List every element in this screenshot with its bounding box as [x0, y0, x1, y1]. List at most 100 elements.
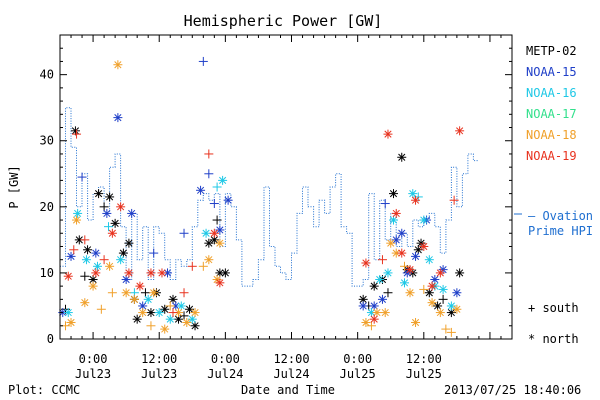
data-point-noaa-19-north	[435, 268, 445, 278]
data-point-noaa-19-south	[80, 235, 90, 245]
data-point-noaa-16-north	[388, 215, 398, 225]
data-point-noaa-18-south	[441, 324, 451, 334]
data-point-noaa-19-north	[135, 281, 145, 291]
data-point-noaa-16-north	[187, 314, 197, 324]
data-point-noaa-18-north	[372, 308, 382, 318]
data-point-noaa-16-north	[92, 261, 102, 271]
legend-north: * north	[528, 332, 579, 346]
data-point-noaa-15-north	[102, 208, 112, 218]
data-point-noaa-18-north	[435, 308, 445, 318]
data-point-noaa-15-north	[127, 208, 137, 218]
data-point-noaa-18-south	[446, 327, 456, 337]
data-point-noaa-15-north	[369, 301, 379, 311]
data-point-noaa-19-north	[215, 278, 225, 288]
data-point-noaa-15-north	[162, 268, 172, 278]
data-point-noaa-16-north	[73, 208, 83, 218]
data-point-metp-02-north	[83, 245, 93, 255]
data-point-noaa-16-north	[383, 268, 393, 278]
data-point-noaa-18-south	[165, 301, 175, 311]
data-point-noaa-18-north	[361, 317, 371, 327]
data-point-noaa-18-south	[107, 288, 117, 298]
satellite-points-layer	[58, 56, 465, 337]
data-point-noaa-15-north	[196, 185, 206, 195]
data-point-noaa-18-north	[386, 238, 396, 248]
data-point-noaa-18-south	[419, 284, 429, 294]
x-tick-date-label: Jul24	[207, 367, 243, 381]
data-point-noaa-18-north	[405, 288, 415, 298]
data-point-metp-02-south	[179, 311, 189, 321]
data-point-noaa-18-north	[105, 261, 115, 271]
ovation-hpi-line	[60, 107, 479, 287]
chart-title: Hemispheric Power [GW]	[184, 12, 383, 30]
plot-frame	[59, 34, 513, 340]
data-point-noaa-18-north	[380, 308, 390, 318]
data-point-noaa-16-south	[104, 222, 114, 232]
data-point-noaa-19-north	[146, 268, 156, 278]
data-point-metp-02-north	[397, 152, 407, 162]
data-point-noaa-16-north	[165, 314, 175, 324]
y-tick-label: 10	[40, 266, 54, 280]
data-point-noaa-18-north	[204, 255, 214, 265]
data-point-noaa-16-north	[408, 189, 418, 199]
data-point-metp-02-south	[438, 294, 448, 304]
data-point-noaa-16-north	[81, 255, 91, 265]
legend-entry-noaa-19: NOAA-19	[526, 149, 577, 163]
x-tick-time-label: 12:00	[406, 352, 442, 366]
data-point-noaa-15-north	[377, 294, 387, 304]
data-point-metp-02-south	[80, 271, 90, 281]
x-axis-ticks: 0:00Jul2312:00Jul230:00Jul2412:00Jul240:…	[59, 35, 513, 381]
data-point-noaa-19-north	[91, 268, 101, 278]
data-point-metp-02-north	[185, 304, 195, 314]
data-point-noaa-18-north	[129, 294, 139, 304]
data-point-noaa-19-north	[107, 228, 117, 238]
data-point-noaa-15-north	[113, 113, 123, 123]
data-point-noaa-15-south	[209, 199, 219, 209]
x-tick-date-label: Jul25	[340, 367, 376, 381]
data-point-noaa-18-north	[427, 298, 437, 308]
data-point-noaa-16-north	[438, 284, 448, 294]
data-point-noaa-15-south	[204, 169, 214, 179]
plot-timestamp: 2013/07/25 18:40:06	[444, 383, 581, 397]
y-axis-ticks: 0 10 20 30 40	[40, 34, 512, 346]
data-point-noaa-15-south	[179, 228, 189, 238]
data-point-noaa-19-north	[383, 129, 393, 139]
data-point-noaa-18-north	[190, 308, 200, 318]
x-tick-date-label: Jul23	[141, 367, 177, 381]
data-point-noaa-19-south	[72, 129, 82, 139]
data-point-noaa-15-north	[91, 248, 101, 258]
data-point-metp-02-north	[132, 314, 142, 324]
data-point-noaa-15-north	[391, 235, 401, 245]
data-point-noaa-19-south	[179, 288, 189, 298]
data-point-noaa-19-south	[69, 245, 79, 255]
data-point-noaa-18-north	[452, 304, 462, 314]
x-axis-label: Date and Time	[241, 383, 335, 397]
x-tick-time-label: 12:00	[141, 352, 177, 366]
data-point-noaa-15-north	[223, 195, 233, 205]
legend-south: + south	[528, 301, 579, 315]
data-point-noaa-15-south	[380, 199, 390, 209]
data-point-noaa-16-north	[201, 228, 211, 238]
data-point-noaa-19-north	[209, 228, 219, 238]
x-tick-date-label: Jul24	[273, 367, 309, 381]
data-point-noaa-16-north	[375, 275, 385, 285]
legend-entry-noaa-15: NOAA-15	[526, 65, 577, 79]
x-tick-date-label: Jul25	[406, 367, 442, 381]
data-point-noaa-18-north	[215, 238, 225, 248]
data-point-noaa-16-north	[424, 255, 434, 265]
data-point-noaa-19-north	[391, 208, 401, 218]
data-point-noaa-18-north	[411, 317, 421, 327]
data-point-noaa-19-north	[455, 126, 465, 136]
y-tick-label: 40	[40, 68, 54, 82]
plot-source-label: Plot: CCMC	[8, 383, 80, 397]
y-tick-label: 30	[40, 134, 54, 148]
legend-entry-noaa-18: NOAA-18	[526, 128, 577, 142]
x-tick-date-label: Jul23	[75, 367, 111, 381]
data-point-noaa-18-north	[113, 60, 123, 70]
data-point-noaa-18-north	[160, 324, 170, 334]
legend-entry-noaa-16: NOAA-16	[526, 86, 577, 100]
data-point-noaa-18-south	[198, 261, 208, 271]
data-point-noaa-16-south	[212, 182, 222, 192]
data-point-noaa-15-south	[149, 248, 159, 258]
legend: METP-02 NOAA-15 NOAA-16 NOAA-17 NOAA-18 NOAA-…	[526, 44, 577, 163]
